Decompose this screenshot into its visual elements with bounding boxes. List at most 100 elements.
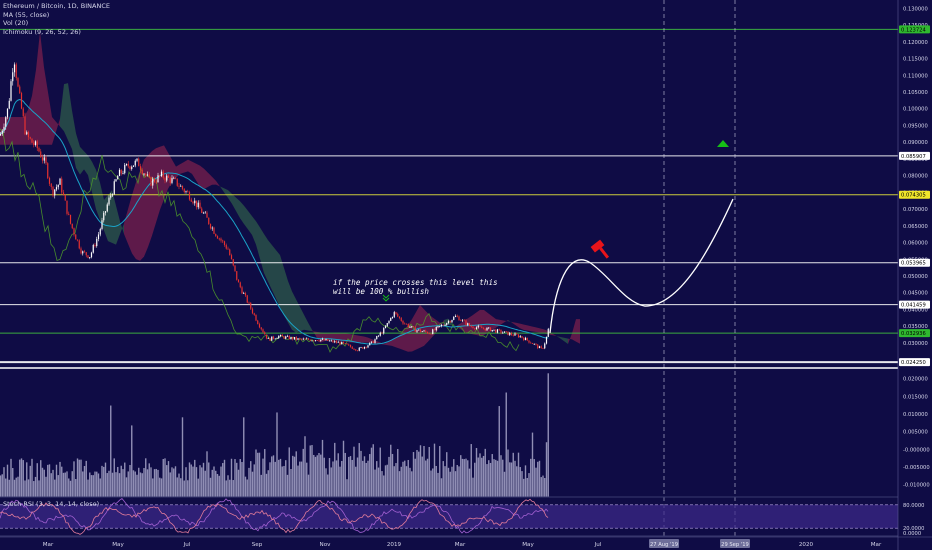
candle [523,337,525,342]
cloud-segment [144,155,148,257]
candle [22,107,24,118]
volume-bar [456,464,458,497]
volume-bar [362,460,364,497]
cloud-segment [300,306,304,332]
candle [127,160,129,169]
chart-icons [382,140,729,302]
candle [115,178,117,182]
candle [337,340,339,343]
hammer-icon[interactable] [590,239,612,262]
volume-bar [15,477,17,497]
candle [440,323,443,328]
volume-bar [313,454,315,497]
price-level-tag[interactable]: 0.074305 [899,190,930,199]
candle [69,214,72,225]
volume-tick-label: 0.020000 [903,377,928,383]
candle [148,172,150,179]
candle [255,314,257,322]
candle [419,328,422,333]
cloud-segment [208,172,212,187]
volume-bar [498,406,500,497]
volume-bar [290,468,292,497]
volume-bar [395,463,397,497]
candle [215,233,217,237]
volume-bar [3,467,5,497]
candle [78,239,80,250]
legend-ichimoku[interactable]: Ichimoku (9, 26, 52, 26) [3,27,81,36]
volume-bar [418,451,420,497]
volume-bar [118,473,121,497]
volume-bar [10,458,12,497]
candle [1,129,3,136]
cloud-segment [532,326,536,332]
stoch-rsi-label[interactable]: Stoch RSI (3, 3, 14, 14, close) [3,500,100,508]
candle [248,301,250,305]
volume-bar [145,458,147,497]
candle [290,336,292,340]
volume-bar [62,472,65,497]
volume-bar [297,465,299,497]
volume-bar [190,464,192,497]
volume-bar [482,455,485,497]
candle [531,342,534,344]
candle [477,324,479,329]
candle [10,79,12,102]
price-level-tag[interactable]: 0.085907 [899,151,930,160]
date-marker-tag[interactable]: 27 Aug '19 [649,539,679,548]
candle [488,327,490,330]
volume-bar [38,480,40,497]
volume-bar [398,471,401,497]
chart-annotation: if the price crosses this level this wil… [333,278,498,296]
volume-bar [440,478,443,497]
candle [169,176,171,186]
candle [192,200,194,205]
date-marker-tag[interactable]: 29 Sep '19 [720,539,750,548]
price-level-tag[interactable]: 0.024250 [899,358,930,367]
volume-bar [528,473,530,497]
candle [94,242,96,248]
candle [216,235,219,239]
cloud-segment [196,163,200,187]
volume-bar [138,467,140,497]
candle [152,176,154,189]
candle [131,165,133,171]
candle [272,335,275,340]
candle [514,332,516,336]
volume-bar [264,449,266,497]
price-level-tag[interactable]: 0.041459 [899,300,930,309]
legend-title[interactable]: Ethereum / Bitcoin, 1D, BINANCE [3,2,110,10]
candle [146,171,149,177]
cloud-segment [568,333,572,344]
time-axis: Mar May Jul Sep Nov 2019 Mar May Jul 2020 Mar 27 Au… [0,536,932,548]
volume-bar [304,436,306,497]
up-arrow-icon[interactable] [717,140,729,147]
candle [190,197,192,202]
price-level-tag[interactable]: 0.032936 [899,329,930,338]
legend-ma[interactable]: MA (55, close) [3,10,50,19]
volume-bar [75,479,77,497]
candle [73,227,75,237]
price-tick-label: 0.040000 [903,307,928,313]
candle [288,335,290,340]
volume-bar [185,467,187,497]
volume-bar [442,461,444,497]
candle [26,130,28,136]
legend-vol[interactable]: Vol (20) [3,19,29,27]
candle [335,340,338,344]
candle [547,327,549,338]
candle [400,316,402,322]
candle [40,148,42,158]
price-tick-label: 0.070000 [903,207,928,213]
volume-bar [426,458,429,497]
candle [41,154,44,164]
price-level-tag[interactable]: 0.053965 [899,258,930,267]
volume-bar [195,467,198,497]
projection-path[interactable] [549,198,734,333]
cloud-segment [184,159,188,173]
volume-pane [0,367,898,497]
candle [120,169,122,176]
cloud-segment [112,190,116,245]
candle [528,340,530,344]
price-level-tag[interactable]: 0.123724 [899,25,930,34]
